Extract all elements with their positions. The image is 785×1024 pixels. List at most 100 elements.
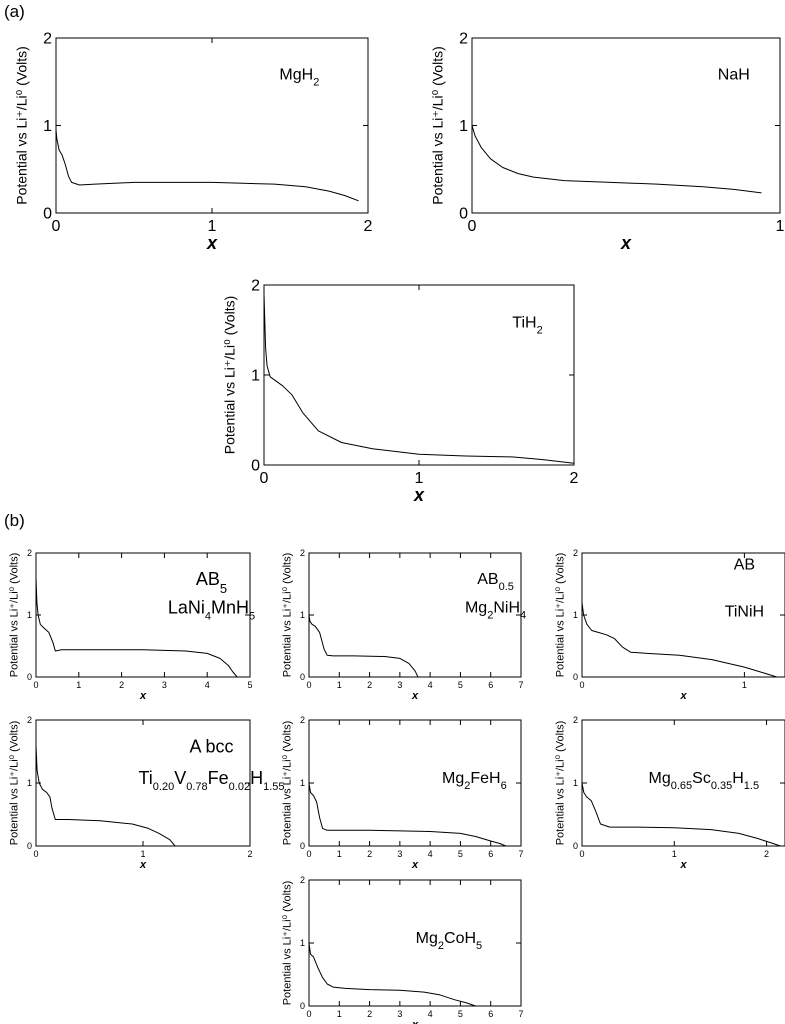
y-axis-label: Potential vs Li⁺/Li⁰ (Volts) (282, 881, 294, 1006)
series-line (581, 602, 778, 678)
series-line (581, 782, 781, 847)
x-tick-label: 2 (119, 680, 124, 690)
y-tick-label: 1 (27, 778, 32, 788)
compound-label: AB (734, 556, 755, 573)
compound-label: TiH2 (512, 314, 542, 336)
series-line (35, 745, 176, 847)
x-tick-label: 7 (518, 680, 523, 690)
x-tick-label: 0 (52, 218, 61, 235)
panel-label-b: (b) (4, 511, 25, 530)
chart-3: 0 1 2 0 1 2 3 4 5 x Potential vs Li⁺/Li⁰ (Volts) AB… (9, 548, 256, 702)
x-tick-label: 2 (570, 470, 579, 487)
y-tick-label: 2 (300, 875, 305, 885)
x-tick-label: 3 (397, 680, 402, 690)
y-axis-label: Potential vs Li⁺/Li⁰ (Volts) (282, 553, 294, 678)
x-axis-label: x (206, 233, 218, 253)
x-tick-label: 2 (367, 849, 372, 859)
y-tick-label: 1 (43, 118, 52, 135)
x-tick-label: 5 (458, 1009, 463, 1019)
x-tick-label: 2 (247, 849, 252, 859)
y-tick-label: 2 (459, 31, 468, 48)
chart-6: 0 1 2 0 1 2 x Potential vs Li⁺/Li⁰ (Volts) A bcc… (9, 715, 285, 871)
x-tick-label: 5 (458, 849, 463, 859)
x-tick-label: 6 (488, 680, 493, 690)
x-tick-label: 1 (140, 849, 145, 859)
x-tick-label: 3 (397, 849, 402, 859)
y-tick-label: 1 (573, 610, 578, 620)
chart-4: 0 1 2 0 1 2 3 4 5 6 7 x Potential vs Li⁺/Li⁰ (Volts)… (282, 548, 527, 702)
x-axis-label: x (411, 1019, 419, 1024)
x-tick-label: 7 (518, 1009, 523, 1019)
x-tick-label: 4 (428, 680, 433, 690)
chart-7: 0 1 2 0 1 2 3 4 5 6 7 x Potential vs Li⁺/Li⁰ (Volts)… (282, 715, 524, 871)
x-tick-label: 0 (579, 680, 584, 690)
y-tick-label: 2 (251, 278, 260, 295)
x-axis-label: x (411, 859, 419, 871)
plot-frame (263, 284, 575, 466)
chart-5: 0 1 2 0 1 x Potential vs Li⁺/Li⁰ (Volts) AB TiNi… (555, 548, 785, 702)
y-tick-label: 1 (300, 610, 305, 620)
formula-label: Mg0.65Sc0.35H1.5 (648, 770, 759, 792)
x-tick-label: 4 (428, 1009, 433, 1019)
x-tick-label: 3 (397, 1009, 402, 1019)
chart-2: 0 1 2 0 1 2 x Potential vs Li⁺/Li⁰ (Volts) TiH2 (221, 278, 578, 505)
x-tick-label: 6 (488, 849, 493, 859)
x-tick-label: 5 (247, 680, 252, 690)
x-tick-label: 6 (488, 1009, 493, 1019)
y-axis-label: Potential vs Li⁺/Li⁰ (Volts) (221, 296, 237, 455)
compound-label: MgH2 (279, 66, 319, 88)
y-tick-label: 2 (43, 31, 52, 48)
series-line (471, 125, 762, 194)
y-tick-label: 1 (300, 938, 305, 948)
formula-label: LaNi4MnH5 (168, 598, 255, 623)
chart-9: 0 1 2 0 1 2 3 4 5 6 7 x Potential vs Li⁺/Li⁰ (Volts)… (282, 875, 524, 1024)
y-axis-label: Potential vs Li⁺/Li⁰ (Volts) (13, 46, 29, 205)
plot-frame (55, 37, 369, 214)
series-line (35, 577, 238, 678)
x-tick-label: 0 (260, 470, 269, 487)
y-axis-label: Potential vs Li⁺/Li⁰ (Volts) (555, 721, 567, 846)
y-axis-label: Potential vs Li⁺/Li⁰ (Volts) (9, 721, 21, 846)
y-tick-label: 1 (251, 368, 260, 385)
y-tick-label: 2 (573, 715, 578, 725)
x-axis-label: x (620, 233, 632, 253)
y-axis-label: Potential vs Li⁺/Li⁰ (Volts) (282, 721, 294, 846)
y-tick-label: 2 (300, 548, 305, 558)
y-tick-label: 0 (300, 672, 305, 682)
series-line (263, 293, 575, 464)
x-tick-label: 3 (162, 680, 167, 690)
x-tick-label: 2 (364, 218, 373, 235)
x-tick-label: 5 (458, 680, 463, 690)
x-tick-label: 1 (415, 470, 424, 487)
formula-label: Ti0.20V0.78Fe0.02H1.55 (138, 768, 284, 793)
compound-label: NaH (718, 66, 750, 83)
x-tick-label: 0 (306, 849, 311, 859)
x-axis-label: x (411, 690, 419, 702)
x-tick-label: 1 (208, 218, 217, 235)
y-tick-label: 0 (27, 841, 32, 851)
y-tick-label: 1 (459, 118, 468, 135)
y-tick-label: 0 (573, 672, 578, 682)
x-axis-label: x (679, 690, 687, 702)
x-axis-label: x (139, 859, 147, 871)
x-tick-label: 1 (776, 218, 785, 235)
x-tick-label: 0 (306, 1009, 311, 1019)
y-tick-label: 2 (573, 548, 578, 558)
x-tick-label: 7 (518, 849, 523, 859)
formula-label: Mg2CoH5 (416, 930, 483, 952)
y-tick-label: 0 (43, 206, 52, 223)
x-tick-label: 1 (337, 1009, 342, 1019)
x-tick-label: 1 (742, 680, 747, 690)
panel-label-a: (a) (4, 2, 25, 21)
y-axis-label: Potential vs Li⁺/Li⁰ (Volts) (429, 46, 445, 205)
y-tick-label: 2 (300, 715, 305, 725)
compound-label: A bcc (189, 736, 233, 756)
x-tick-label: 4 (205, 680, 210, 690)
y-tick-label: 1 (27, 610, 32, 620)
x-tick-label: 0 (33, 849, 38, 859)
y-tick-label: 0 (251, 458, 260, 475)
compound-label: AB5 (196, 569, 227, 596)
x-tick-label: 0 (306, 680, 311, 690)
compound-label-subscript: 0.5 (499, 581, 514, 593)
x-axis-label: x (139, 690, 147, 702)
